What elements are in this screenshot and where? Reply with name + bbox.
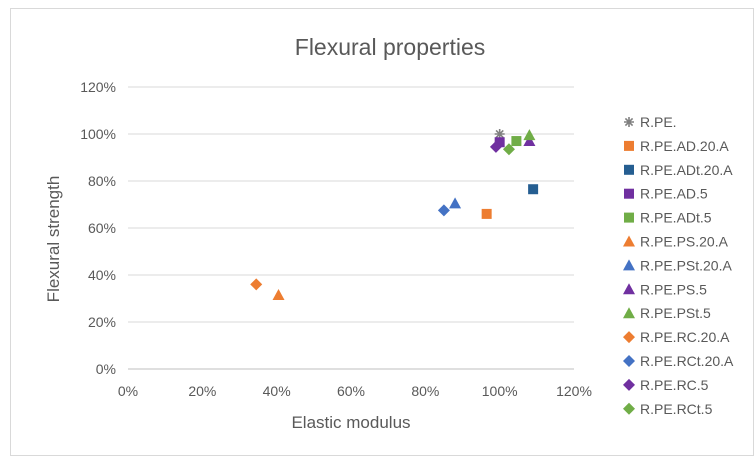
x-axis-ticks: 0% 20% 40% 60% 80% 100% 120% [118, 383, 592, 399]
legend-label: R.PE.PSt.20.A [640, 257, 732, 273]
data-point [494, 129, 505, 139]
legend-label: R.PE.PS.5 [640, 281, 707, 297]
legend-label: R.PE.AD.5 [640, 186, 708, 202]
legend-marker-triangle [623, 259, 635, 271]
legend-label: R.PE.PS.20.A [640, 234, 729, 250]
data-points [250, 129, 539, 300]
legend-item: R.PE.AD.20.A [624, 138, 729, 154]
chart-title: Flexural properties [295, 34, 485, 60]
legend-item: R.PE.PSt.20.A [623, 257, 732, 273]
x-axis-title: Elastic modulus [291, 413, 410, 432]
data-point [481, 208, 492, 219]
legend-label: R.PE.RC.20.A [640, 329, 730, 345]
data-point [523, 129, 536, 141]
legend-label: R.PE.RC.5 [640, 377, 709, 393]
legend-item: R.PE. [624, 114, 677, 130]
legend-marker-square [624, 140, 634, 151]
legend-label: R.PE.ADt.20.A [640, 162, 733, 178]
legend-item: R.PE.RCt.20.A [623, 353, 734, 369]
data-point [272, 288, 285, 300]
y-axis-ticks: 0% 20% 40% 60% 80% 100% 120% [80, 79, 116, 377]
x-tick-label: 0% [118, 383, 138, 399]
legend-marker-diamond [623, 402, 635, 415]
y-tick-label: 120% [80, 79, 116, 95]
y-tick-label: 60% [88, 220, 116, 236]
legend-marker-diamond [623, 355, 635, 367]
legend-item: R.PE.RCt.5 [623, 401, 713, 417]
legend-marker-star [624, 117, 634, 127]
data-point [502, 143, 515, 156]
legend-marker-diamond [623, 331, 635, 344]
gridlines [128, 86, 574, 370]
y-tick-label: 80% [88, 173, 116, 189]
data-point [494, 137, 505, 148]
legend-item: R.PE.ADt.20.A [624, 162, 733, 178]
x-tick-label: 40% [263, 383, 291, 399]
data-point [489, 140, 502, 153]
y-tick-label: 0% [96, 361, 116, 377]
data-point [449, 197, 462, 209]
legend-item: R.PE.PS.20.A [623, 234, 729, 250]
legend-label: R.PE.ADt.5 [640, 210, 712, 226]
legend-item: R.PE.AD.5 [624, 186, 708, 202]
x-tick-label: 20% [188, 383, 216, 399]
data-point [437, 204, 450, 217]
x-tick-label: 60% [337, 383, 365, 399]
legend-item: R.PE.RC.20.A [623, 329, 730, 345]
data-point [250, 278, 263, 291]
legend-item: R.PE.RC.5 [623, 377, 709, 393]
legend-item: R.PE.PS.5 [623, 281, 707, 297]
legend-label: R.PE.RCt.20.A [640, 353, 734, 369]
legend-marker-square [624, 188, 634, 199]
legend-label: R.PE.RCt.5 [640, 401, 713, 417]
legend-label: R.PE.PSt.5 [640, 305, 711, 321]
y-tick-label: 40% [88, 267, 116, 283]
legend-label: R.PE. [640, 114, 677, 130]
legend-marker-square [624, 164, 634, 175]
legend-marker-triangle [623, 307, 635, 319]
x-tick-label: 80% [411, 383, 439, 399]
y-axis-title: Flexural strength [44, 176, 63, 303]
legend-label: R.PE.AD.20.A [640, 138, 729, 154]
data-point [511, 136, 522, 147]
legend-marker-diamond [623, 378, 635, 391]
legend-item: R.PE.ADt.5 [624, 210, 712, 226]
data-point [523, 135, 536, 147]
legend-marker-triangle [623, 235, 635, 247]
legend-marker-square [624, 212, 634, 223]
y-tick-label: 100% [80, 126, 116, 142]
y-tick-label: 20% [88, 314, 116, 330]
legend-item: R.PE.PSt.5 [623, 305, 711, 321]
legend-marker-triangle [623, 283, 635, 295]
data-point [528, 184, 539, 195]
legend: R.PE. R.PE.AD.20.A R.PE.ADt.20.A R.PE.AD.5 R… [623, 114, 734, 417]
x-tick-label: 100% [482, 383, 518, 399]
x-tick-label: 120% [556, 383, 592, 399]
